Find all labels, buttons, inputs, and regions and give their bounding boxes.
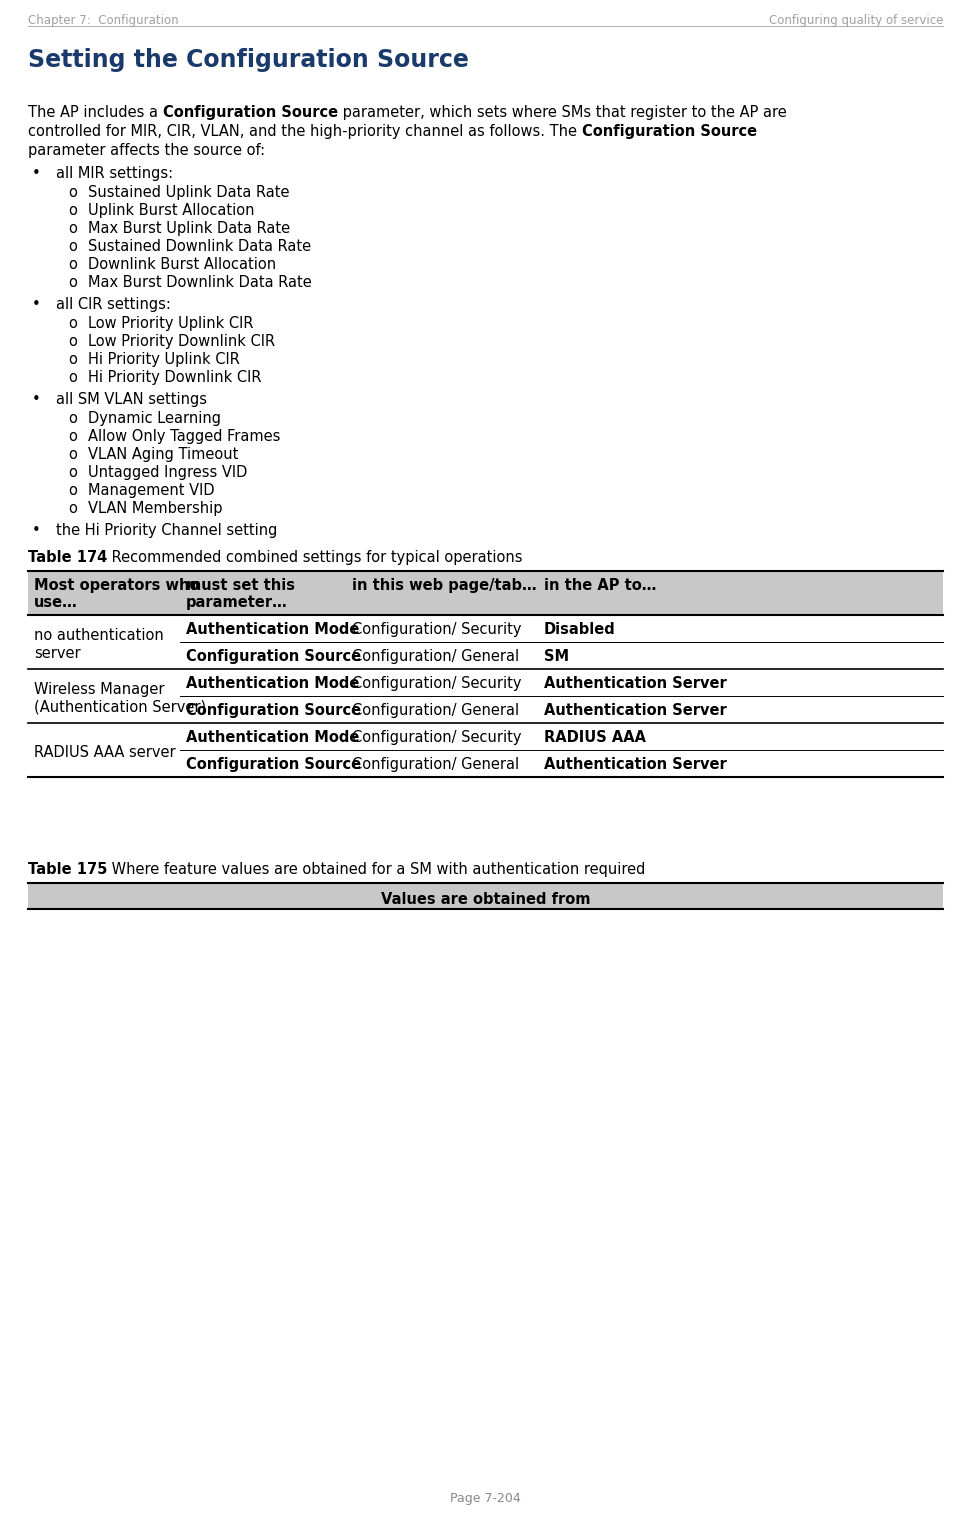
Text: Authentication Server: Authentication Server xyxy=(544,675,726,690)
Text: Hi Priority Uplink CIR: Hi Priority Uplink CIR xyxy=(88,351,240,366)
Text: Authentication Mode: Authentication Mode xyxy=(186,622,359,637)
Text: Configuration Source: Configuration Source xyxy=(186,757,361,772)
Text: Configuration/ General: Configuration/ General xyxy=(352,650,519,665)
Text: Downlink Burst Allocation: Downlink Burst Allocation xyxy=(88,257,276,273)
Text: Disabled: Disabled xyxy=(544,622,616,637)
Text: in the AP to…: in the AP to… xyxy=(544,578,656,593)
Text: no authentication: no authentication xyxy=(34,628,164,643)
Text: Uplink Burst Allocation: Uplink Burst Allocation xyxy=(88,203,254,218)
Text: Hi Priority Downlink CIR: Hi Priority Downlink CIR xyxy=(88,369,261,385)
Text: Sustained Uplink Data Rate: Sustained Uplink Data Rate xyxy=(88,185,289,200)
Text: SM: SM xyxy=(544,650,569,665)
Text: Management VID: Management VID xyxy=(88,483,215,498)
Text: RADIUS AAA server: RADIUS AAA server xyxy=(34,745,176,760)
Text: •: • xyxy=(32,167,41,182)
Text: Configuration/ General: Configuration/ General xyxy=(352,702,519,718)
Text: Setting the Configuration Source: Setting the Configuration Source xyxy=(28,48,469,73)
Text: o: o xyxy=(68,447,77,462)
Text: o: o xyxy=(68,203,77,218)
Text: in this web page/tab…: in this web page/tab… xyxy=(352,578,537,593)
Text: Most operators who: Most operators who xyxy=(34,578,199,593)
Text: o: o xyxy=(68,410,77,425)
Text: Page 7-204: Page 7-204 xyxy=(451,1491,520,1505)
Text: Configuration/ Security: Configuration/ Security xyxy=(352,675,521,690)
Text: Configuration/ Security: Configuration/ Security xyxy=(352,730,521,745)
Text: o: o xyxy=(68,276,77,291)
Text: all MIR settings:: all MIR settings: xyxy=(56,167,173,182)
Text: o: o xyxy=(68,351,77,366)
Text: Table 174: Table 174 xyxy=(28,550,107,565)
Text: must set this: must set this xyxy=(186,578,295,593)
Text: all CIR settings:: all CIR settings: xyxy=(56,297,171,312)
Text: parameter, which sets where SMs that register to the AP are: parameter, which sets where SMs that reg… xyxy=(338,104,787,120)
Text: Configuration/ General: Configuration/ General xyxy=(352,757,519,772)
Text: RADIUS AAA: RADIUS AAA xyxy=(544,730,646,745)
Text: Configuration Source: Configuration Source xyxy=(162,104,338,120)
Text: Sustained Downlink Data Rate: Sustained Downlink Data Rate xyxy=(88,239,311,254)
Text: o: o xyxy=(68,483,77,498)
Text: •: • xyxy=(32,297,41,312)
Text: Authentication Server: Authentication Server xyxy=(544,757,726,772)
Bar xyxy=(28,883,943,908)
Text: Where feature values are obtained for a SM with authentication required: Where feature values are obtained for a … xyxy=(108,861,646,877)
Text: •: • xyxy=(32,392,41,407)
Text: Wireless Manager: Wireless Manager xyxy=(34,681,164,696)
Text: Low Priority Uplink CIR: Low Priority Uplink CIR xyxy=(88,316,253,332)
Text: server: server xyxy=(34,646,81,662)
Text: Configuring quality of service: Configuring quality of service xyxy=(769,14,943,27)
Text: use…: use… xyxy=(34,595,78,610)
Bar xyxy=(28,571,943,615)
Text: Allow Only Tagged Frames: Allow Only Tagged Frames xyxy=(88,428,281,444)
Text: parameter affects the source of:: parameter affects the source of: xyxy=(28,142,265,157)
Text: Authentication Server: Authentication Server xyxy=(544,702,726,718)
Text: Chapter 7:  Configuration: Chapter 7: Configuration xyxy=(28,14,179,27)
Text: Configuration/ Security: Configuration/ Security xyxy=(352,622,521,637)
Text: o: o xyxy=(68,465,77,480)
Text: Configuration Source: Configuration Source xyxy=(582,124,756,139)
Text: o: o xyxy=(68,316,77,332)
Text: Values are obtained from: Values are obtained from xyxy=(381,892,590,907)
Text: o: o xyxy=(68,239,77,254)
Text: the Hi Priority Channel setting: the Hi Priority Channel setting xyxy=(56,522,278,537)
Text: VLAN Aging Timeout: VLAN Aging Timeout xyxy=(88,447,238,462)
Text: Max Burst Downlink Data Rate: Max Burst Downlink Data Rate xyxy=(88,276,312,291)
Text: o: o xyxy=(68,257,77,273)
Text: Recommended combined settings for typical operations: Recommended combined settings for typica… xyxy=(107,550,522,565)
Text: Configuration Source: Configuration Source xyxy=(186,702,361,718)
Text: all SM VLAN settings: all SM VLAN settings xyxy=(56,392,207,407)
Text: o: o xyxy=(68,501,77,516)
Text: o: o xyxy=(68,185,77,200)
Text: VLAN Membership: VLAN Membership xyxy=(88,501,222,516)
Text: Untagged Ingress VID: Untagged Ingress VID xyxy=(88,465,248,480)
Text: Table 175: Table 175 xyxy=(28,861,108,877)
Text: (Authentication Server): (Authentication Server) xyxy=(34,699,206,715)
Text: o: o xyxy=(68,428,77,444)
Text: The AP includes a: The AP includes a xyxy=(28,104,162,120)
Text: Authentication Mode: Authentication Mode xyxy=(186,675,359,690)
Text: o: o xyxy=(68,335,77,350)
Text: o: o xyxy=(68,369,77,385)
Text: •: • xyxy=(32,522,41,537)
Text: o: o xyxy=(68,221,77,236)
Text: Configuration Source: Configuration Source xyxy=(186,650,361,665)
Text: Authentication Mode: Authentication Mode xyxy=(186,730,359,745)
Text: Dynamic Learning: Dynamic Learning xyxy=(88,410,221,425)
Text: Max Burst Uplink Data Rate: Max Burst Uplink Data Rate xyxy=(88,221,290,236)
Text: Low Priority Downlink CIR: Low Priority Downlink CIR xyxy=(88,335,275,350)
Text: controlled for MIR, CIR, VLAN, and the high-priority channel as follows. The: controlled for MIR, CIR, VLAN, and the h… xyxy=(28,124,582,139)
Text: parameter…: parameter… xyxy=(186,595,287,610)
